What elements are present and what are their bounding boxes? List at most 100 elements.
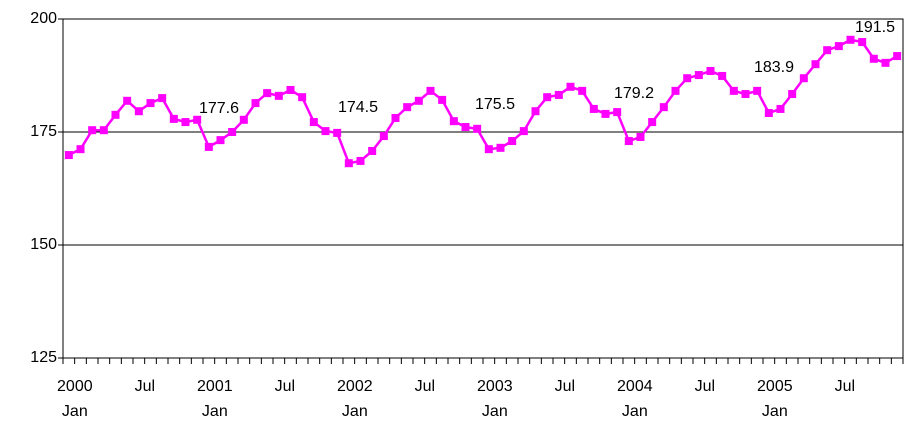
marker [718,71,727,80]
marker [543,93,552,102]
marker [683,74,692,83]
marker [449,117,458,126]
x-tick-label: Jan [482,403,508,420]
marker [228,128,237,136]
x-tick-label: Jul [695,378,715,395]
marker [519,127,528,136]
x-tick-label: Jan [202,403,228,420]
annotation: 177.6 [199,100,239,117]
marker [158,94,167,103]
marker [76,145,85,154]
x-tick-label: Jul [555,378,575,395]
annotation: 174.5 [338,99,378,116]
x-tick-label: Jan [342,403,368,420]
marker [88,126,97,135]
annotation: 191.5 [855,19,895,36]
marker [858,38,867,47]
y-tick-label: 125 [30,349,57,366]
marker [274,91,283,100]
year-label: 2005 [757,378,793,395]
marker [624,137,633,146]
marker [438,95,447,104]
marker [484,145,493,154]
marker [834,42,843,51]
marker [286,85,295,94]
marker [169,114,178,123]
marker [764,109,773,118]
marker [123,96,132,105]
marker [566,82,575,91]
x-tick-label: Jul [135,378,155,395]
y-tick-label: 175 [30,123,57,140]
marker [298,93,307,102]
marker [368,146,377,155]
marker [403,103,412,112]
marker [99,126,108,135]
x-tick-label: Jan [762,403,788,420]
year-label: 2001 [197,378,233,395]
marker [111,110,120,119]
marker [134,107,143,116]
marker [741,90,750,99]
marker [648,118,657,127]
annotation: 175.5 [475,96,515,113]
marker [729,86,738,95]
year-label: 2002 [337,378,373,395]
marker [531,107,540,116]
marker [333,128,342,137]
marker [659,103,668,112]
marker [776,104,785,113]
year-label: 2004 [617,378,653,395]
marker [414,96,423,105]
marker [671,86,680,95]
year-label: 2000 [57,378,93,395]
marker [869,54,878,63]
x-tick-label: Jan [622,403,648,420]
x-tick-label: Jul [415,378,435,395]
marker [578,86,587,95]
marker [589,104,598,113]
marker [146,99,155,108]
annotation: 179.2 [614,85,654,102]
annotation: 183.9 [754,59,794,76]
marker [811,60,820,69]
marker [788,90,797,99]
marker [379,132,388,141]
marker [694,71,703,80]
marker [426,86,435,95]
y-tick-label: 150 [30,236,57,253]
marker [753,86,762,95]
marker [636,132,645,141]
marker [613,108,622,117]
marker [823,46,832,55]
marker [309,118,318,127]
marker [706,66,715,75]
y-tick-label: 200 [30,10,57,27]
marker [204,142,213,151]
marker [799,74,808,83]
x-tick-label: Jul [835,378,855,395]
marker [239,115,248,124]
marker [473,124,482,133]
marker [881,58,890,67]
marker [508,137,517,146]
marker [846,35,855,44]
marker [496,143,505,152]
year-label: 2003 [477,378,513,395]
marker [893,52,902,61]
marker [64,151,73,160]
marker [251,99,260,108]
marker [193,115,202,124]
marker [554,90,563,99]
x-tick-label: Jul [275,378,295,395]
marker [321,127,330,136]
marker [344,159,353,168]
x-tick-label: Jan [62,403,88,420]
marker [216,136,225,145]
marker [461,123,470,132]
marker [601,109,610,118]
marker [391,113,400,122]
marker [181,118,190,127]
marker [263,89,272,98]
